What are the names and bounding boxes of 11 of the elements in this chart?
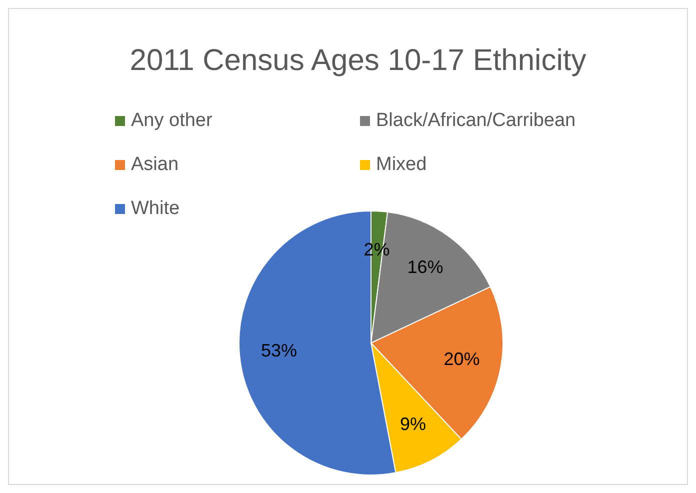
legend-label: Asian: [131, 154, 179, 175]
data-label: 9%: [400, 414, 426, 434]
data-label: 2%: [364, 240, 390, 260]
legend-label: Any other: [131, 110, 213, 131]
legend-label: Mixed: [376, 154, 427, 175]
data-label: 16%: [407, 256, 444, 277]
data-label: 20%: [444, 349, 480, 370]
data-label: 53%: [260, 340, 298, 360]
chart-title: 2011 Census Ages 10-17 Ethnicity: [130, 44, 586, 77]
legend-label: White: [131, 198, 180, 219]
legend-label: Black/African/Carribean: [376, 110, 576, 131]
